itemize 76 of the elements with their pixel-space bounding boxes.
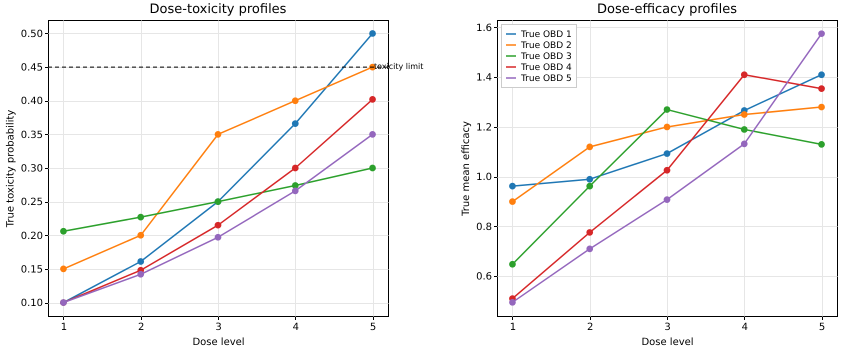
point — [740, 71, 748, 78]
y-tick-label: 1.6 — [476, 22, 492, 34]
point — [214, 131, 222, 138]
point — [664, 196, 670, 203]
y-tick-label: 0.8 — [476, 222, 492, 233]
x-tick-label: 5 — [370, 322, 376, 333]
point — [740, 126, 748, 133]
x-tick-label: 3 — [215, 322, 222, 333]
y-tick-label: 0.15 — [20, 264, 43, 276]
point — [369, 131, 376, 138]
point — [818, 30, 825, 38]
y-tick-label: 0.30 — [20, 164, 43, 174]
point — [137, 232, 144, 239]
point — [137, 258, 144, 265]
x-tick-label: 4 — [292, 322, 299, 333]
point — [292, 188, 299, 194]
y-tick-label: 1.4 — [476, 72, 492, 84]
point — [586, 245, 594, 252]
point — [586, 176, 594, 183]
x-tick-label: 2 — [138, 322, 144, 333]
legend-label: True OBD 4 — [520, 63, 572, 73]
x-tick-label: 2 — [587, 322, 594, 333]
y-tick-label: 1.2 — [476, 122, 492, 134]
y-tick-label: 0.40 — [20, 96, 43, 108]
legend-label: True OBD 2 — [520, 41, 572, 51]
point — [586, 182, 594, 190]
point — [509, 298, 516, 306]
x-tick-label: 3 — [664, 322, 671, 333]
x-tick-label: 5 — [818, 322, 826, 333]
point — [292, 120, 299, 127]
point — [60, 266, 67, 272]
point — [292, 97, 299, 104]
point — [664, 124, 670, 130]
y-tick-label: 0.45 — [20, 62, 43, 74]
point — [818, 141, 825, 148]
point — [214, 234, 222, 241]
point — [509, 182, 516, 190]
point — [369, 30, 376, 37]
point — [664, 166, 670, 174]
x-tick-label: 4 — [742, 322, 748, 333]
y-axis-title: True mean efficacy — [461, 121, 472, 217]
point — [818, 104, 825, 110]
point — [509, 198, 516, 205]
point — [60, 228, 67, 235]
x-tick-label: 1 — [510, 322, 516, 333]
y-tick-label: 0.35 — [20, 130, 43, 141]
legend-label: True OBD 3 — [520, 52, 572, 62]
chart-title: Dose-efficacy profiles — [597, 2, 738, 17]
y-tick-label: 0.6 — [476, 272, 492, 283]
point — [369, 96, 376, 103]
point — [818, 71, 825, 78]
point — [586, 144, 594, 150]
legend-label: True OBD 1 — [520, 30, 572, 40]
chart-title: Dose-toxicity profiles — [150, 2, 287, 17]
point — [292, 164, 299, 172]
y-tick-label: 0.10 — [20, 298, 43, 310]
y-tick-label: 0.25 — [20, 197, 43, 208]
legend-label: True OBD 5 — [520, 74, 572, 84]
point — [509, 260, 516, 268]
y-tick-label: 1.0 — [476, 172, 492, 184]
point — [740, 140, 748, 148]
point — [137, 270, 144, 278]
y-tick-label: 0.20 — [20, 230, 43, 242]
point — [586, 229, 594, 236]
x-axis-title: Dose level — [192, 337, 245, 348]
point — [740, 111, 748, 118]
point — [664, 150, 670, 157]
point — [137, 214, 144, 220]
point — [214, 222, 222, 229]
y-tick-label: 0.50 — [20, 28, 43, 40]
x-axis-title: Dose level — [641, 337, 694, 348]
x-tick-label: 1 — [60, 322, 68, 333]
y-axis-title: True toxicity probability — [6, 110, 17, 228]
point — [369, 164, 376, 172]
point — [664, 106, 670, 113]
point — [818, 85, 825, 92]
